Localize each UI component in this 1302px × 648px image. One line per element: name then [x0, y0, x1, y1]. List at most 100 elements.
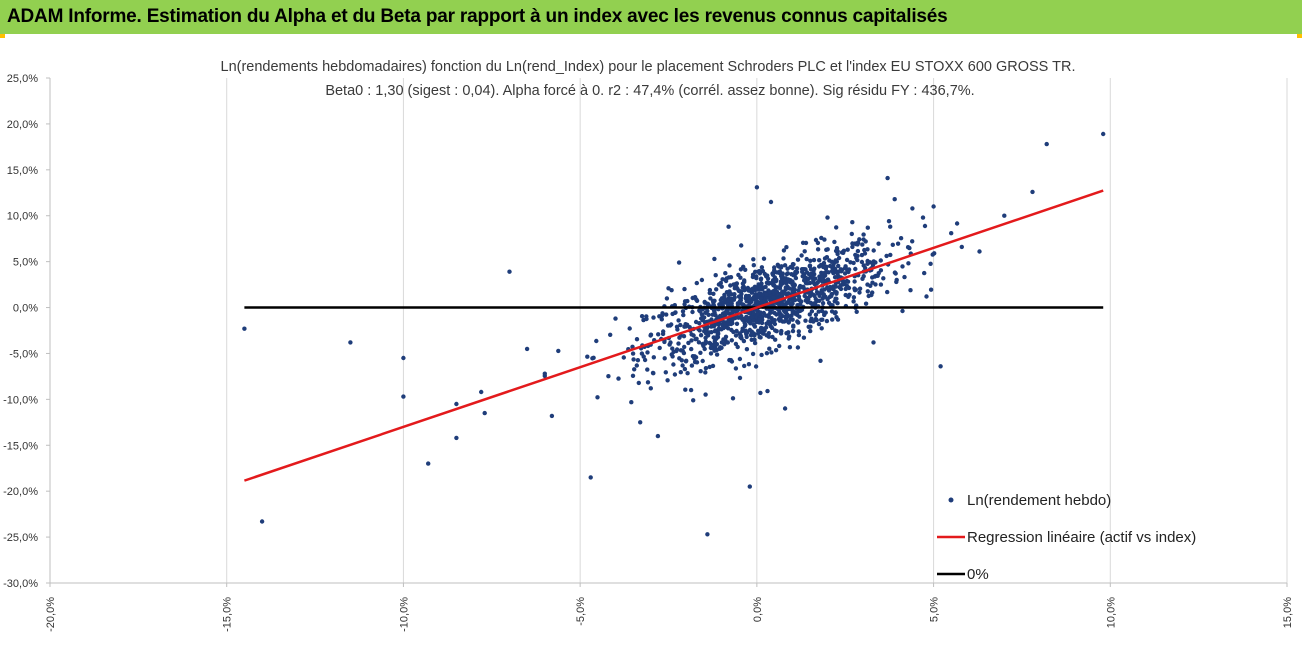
data-point [759, 265, 765, 270]
data-point [741, 338, 747, 344]
data-point [733, 284, 739, 289]
data-point [708, 345, 714, 350]
data-point [910, 206, 915, 211]
data-point [906, 261, 911, 266]
data-point [707, 290, 712, 296]
data-point [900, 264, 905, 269]
data-point [760, 292, 766, 297]
data-point [763, 284, 768, 290]
chart-title: Ln(rendements hebdomadaires) fonction du… [221, 59, 1076, 75]
data-point [743, 330, 749, 335]
data-point [714, 342, 720, 347]
data-point [639, 351, 645, 356]
data-point [801, 335, 807, 340]
data-point [681, 312, 686, 318]
chart-lines [243, 189, 1104, 482]
data-point [703, 392, 708, 397]
data-point [786, 291, 791, 296]
regression-line [243, 189, 1104, 482]
y-tick-label: 5,0% [13, 257, 38, 269]
data-point [742, 288, 747, 293]
data-point [872, 274, 877, 279]
data-point [764, 351, 770, 356]
data-point [742, 278, 747, 283]
data-point [809, 309, 815, 314]
data-point [755, 331, 761, 336]
data-point [791, 324, 796, 329]
data-point [954, 221, 960, 226]
data-point [651, 355, 656, 360]
data-point [814, 317, 819, 323]
data-point [833, 266, 838, 272]
data-point [755, 311, 760, 317]
data-point [542, 371, 547, 376]
data-point [590, 356, 595, 361]
data-point [259, 519, 265, 524]
data-point [920, 215, 926, 220]
data-point [849, 231, 854, 237]
data-point [819, 308, 825, 314]
data-point [907, 245, 912, 251]
data-point [828, 302, 834, 308]
data-point [627, 326, 632, 331]
data-point [870, 262, 876, 268]
data-point [691, 398, 696, 403]
data-point [782, 263, 788, 268]
data-point [816, 321, 822, 327]
x-tick-label: 10,0% [1105, 597, 1117, 628]
data-point [811, 257, 817, 263]
data-point [711, 291, 716, 296]
data-point [742, 363, 747, 369]
data-point [636, 380, 641, 386]
data-point [707, 340, 712, 346]
data-point [678, 322, 683, 328]
data-point [629, 400, 634, 405]
data-point [739, 313, 744, 319]
data-point [830, 317, 835, 322]
data-point [1044, 141, 1049, 147]
data-point [977, 249, 982, 254]
data-point [738, 334, 743, 340]
data-point [723, 334, 729, 339]
data-point [928, 261, 933, 266]
data-point [348, 340, 353, 345]
data-point [758, 335, 763, 340]
data-point [1002, 213, 1007, 218]
data-point [691, 333, 696, 338]
data-point [681, 350, 687, 356]
data-point [786, 330, 791, 335]
data-point [507, 269, 512, 274]
x-tick-label: -5,0% [575, 597, 587, 626]
data-point [657, 345, 662, 351]
x-tick-label: -15,0% [222, 597, 234, 632]
data-point [634, 337, 640, 342]
data-point [770, 334, 775, 340]
data-point [848, 260, 853, 265]
data-point [813, 312, 819, 317]
data-point [674, 347, 680, 352]
data-point [698, 369, 703, 374]
data-point [613, 316, 618, 321]
data-point [766, 331, 771, 336]
data-point [729, 296, 734, 302]
data-point [871, 248, 876, 253]
data-point [819, 279, 825, 284]
data-point [689, 346, 694, 352]
data-point [885, 175, 890, 181]
data-point [853, 266, 858, 272]
data-point [886, 219, 892, 224]
data-point [740, 302, 745, 307]
data-point [794, 312, 800, 317]
data-point [777, 269, 783, 274]
data-point [834, 225, 839, 230]
data-point [873, 282, 878, 287]
y-tick-label: -20,0% [3, 486, 38, 498]
data-point [811, 319, 816, 324]
data-point [1101, 131, 1106, 137]
data-point [747, 318, 752, 323]
x-tick-label: -20,0% [45, 597, 57, 632]
data-point [930, 252, 935, 257]
data-point [773, 328, 778, 333]
data-point [714, 352, 720, 357]
data-point [664, 296, 670, 301]
